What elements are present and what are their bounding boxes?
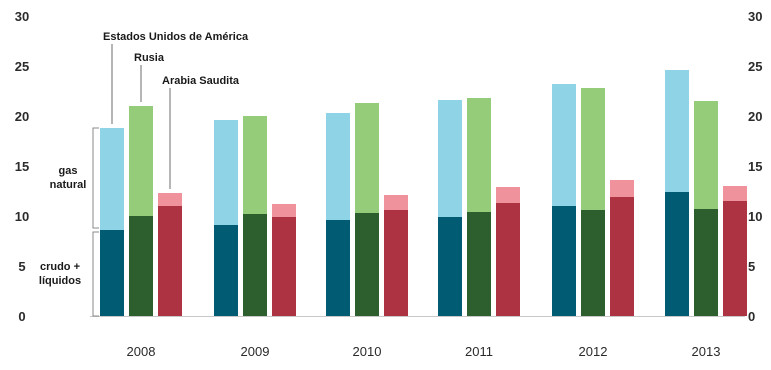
bracket-gas-natural <box>92 127 99 229</box>
bar-gas-3-2012 <box>610 180 634 197</box>
y-tick-label-right: 15 <box>748 159 762 174</box>
bar-crude-3-2010 <box>384 210 408 316</box>
x-tick-label: 2013 <box>692 344 721 359</box>
bracket-crudo-liquidos <box>92 231 99 317</box>
label-natural: natural <box>50 179 87 191</box>
y-tick-label-left: 15 <box>15 159 29 174</box>
bar-gas-1-2011 <box>438 100 462 217</box>
y-tick-label-right: 10 <box>748 209 762 224</box>
x-tick-label: 2008 <box>127 344 156 359</box>
bar-crude-3-2011 <box>496 203 520 316</box>
y-tick-label-right: 0 <box>748 309 755 324</box>
bar-gas-2-2012 <box>581 88 605 210</box>
bar-gas-3-2010 <box>384 195 408 210</box>
x-tick-label: 2011 <box>465 344 493 359</box>
y-tick-label-left: 30 <box>15 9 29 24</box>
x-tick-label: 2010 <box>353 344 382 359</box>
bar-gas-3-2009 <box>272 204 296 217</box>
series-annotation-2: Rusia <box>134 52 165 64</box>
bar-crude-2-2010 <box>355 213 379 316</box>
bar-crude-2-2012 <box>581 210 605 316</box>
bar-gas-2-2009 <box>243 116 267 214</box>
y-tick-label-left: 0 <box>18 309 25 324</box>
x-tick-label: 2012 <box>579 344 608 359</box>
bar-crude-3-2008 <box>158 206 182 316</box>
bar-gas-1-2013 <box>665 70 689 192</box>
label-gas: gas <box>59 165 78 177</box>
bar-crude-1-2009 <box>214 225 238 316</box>
label-liquidos: líquidos <box>39 275 81 287</box>
bar-crude-3-2009 <box>272 217 296 316</box>
label-crudo: crudo + <box>40 261 80 273</box>
bar-gas-1-2012 <box>552 84 576 206</box>
bar-crude-1-2013 <box>665 192 689 316</box>
bar-gas-2-2010 <box>355 103 379 213</box>
y-tick-label-left: 20 <box>15 109 29 124</box>
bar-gas-2-2011 <box>467 98 491 212</box>
y-tick-label-right: 25 <box>748 59 762 74</box>
bar-gas-1-2008 <box>100 128 124 230</box>
bar-gas-3-2013 <box>723 186 747 201</box>
bar-gas-2-2013 <box>694 101 718 209</box>
bar-crude-1-2010 <box>326 220 350 316</box>
bar-gas-1-2009 <box>214 120 238 225</box>
bar-crude-1-2012 <box>552 206 576 316</box>
bars-layer <box>100 70 747 316</box>
bar-crude-2-2009 <box>243 214 267 316</box>
series-annotation-1: Estados Unidos de América <box>103 31 249 43</box>
bar-crude-2-2011 <box>467 212 491 316</box>
bar-crude-1-2008 <box>100 230 124 316</box>
bar-gas-3-2008 <box>158 193 182 206</box>
x-tick-label: 2009 <box>241 344 270 359</box>
y-tick-label-right: 5 <box>748 259 755 274</box>
annotations-layer: Estados Unidos de América Rusia Arabia Sau… <box>39 31 249 317</box>
y-tick-label-right: 30 <box>748 9 762 24</box>
y-tick-label-left: 25 <box>15 59 29 74</box>
bar-crude-3-2013 <box>723 201 747 316</box>
bar-crude-2-2008 <box>129 216 153 316</box>
series-annotation-3: Arabia Saudita <box>162 75 240 87</box>
bar-gas-3-2011 <box>496 187 520 203</box>
bar-gas-1-2010 <box>326 113 350 220</box>
y-tick-label-right: 20 <box>748 109 762 124</box>
bar-crude-2-2013 <box>694 209 718 316</box>
y-tick-label-left: 5 <box>18 259 25 274</box>
axis-layer: 0 0 5 5 10 10 15 15 20 20 25 25 30 30 2008 2009 2010 2011… <box>15 9 763 359</box>
bar-crude-1-2011 <box>438 217 462 316</box>
bar-gas-2-2008 <box>129 106 153 216</box>
y-tick-label-left: 10 <box>15 209 29 224</box>
bar-crude-3-2012 <box>610 197 634 316</box>
